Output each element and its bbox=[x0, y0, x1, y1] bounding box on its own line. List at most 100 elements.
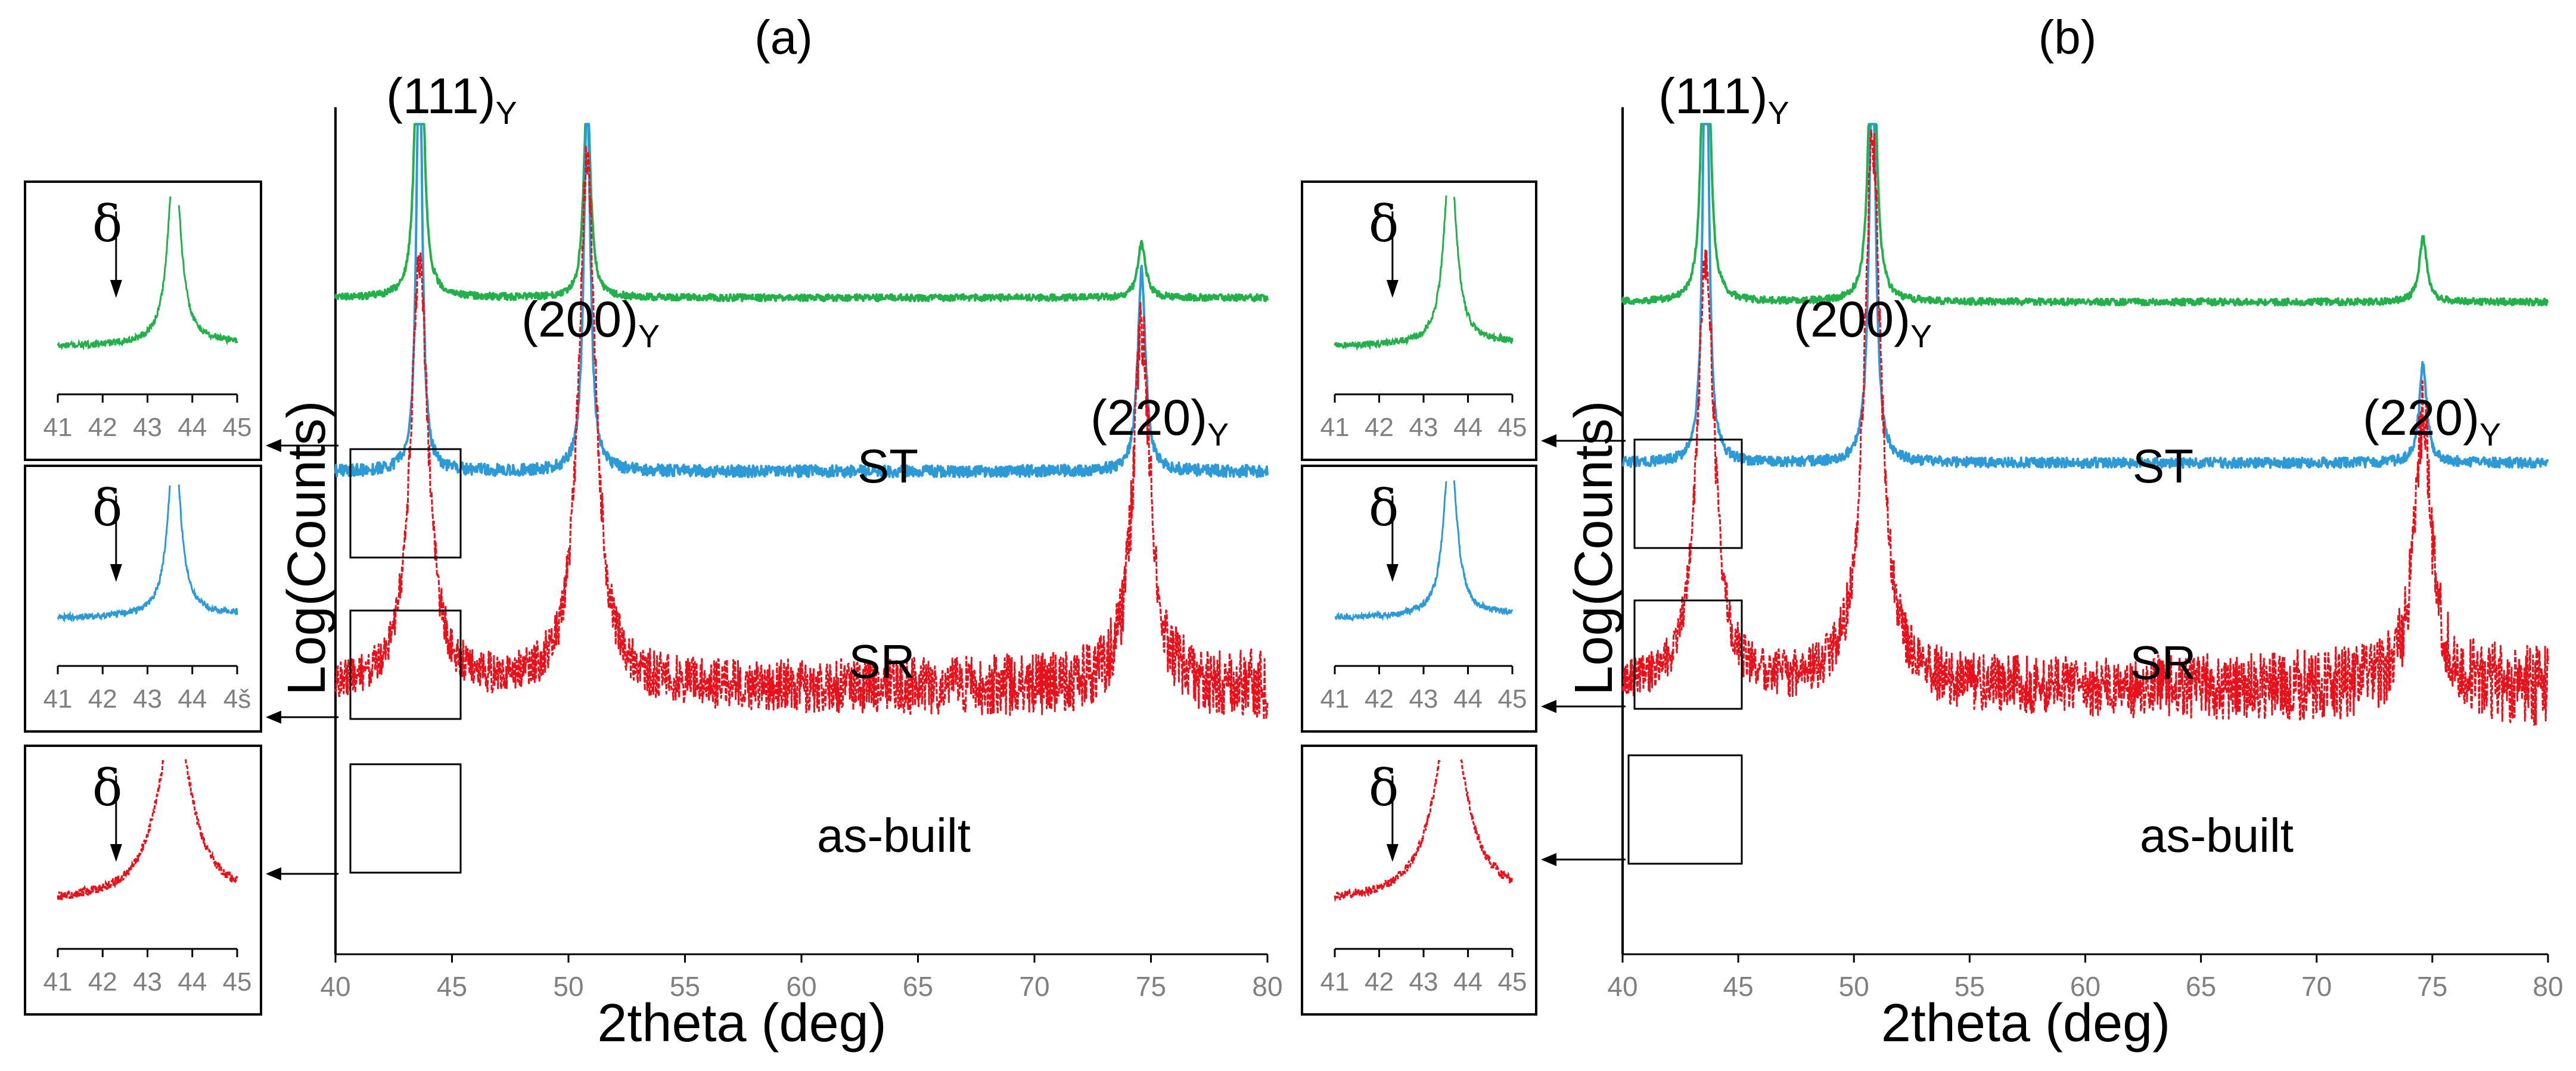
delta-label: δ bbox=[1369, 759, 1399, 817]
inset-trace-ST bbox=[1334, 195, 1514, 351]
inset-SR: 41 42 43 44 4š δ bbox=[24, 465, 338, 733]
y-axis-title: Log(Counts) bbox=[1564, 400, 1624, 695]
zoom-box bbox=[349, 763, 462, 874]
inset-tick-label: 43 bbox=[1409, 413, 1438, 442]
zoom-box bbox=[1627, 754, 1743, 865]
x-tick-label: 40 bbox=[1607, 971, 1637, 1002]
inset-tick-label: 41 bbox=[1320, 967, 1350, 997]
inset-tick-label: 43 bbox=[133, 684, 162, 714]
inset-tick-label: 44 bbox=[178, 967, 207, 997]
inset-tick-label: 42 bbox=[1365, 684, 1394, 714]
x-tick-label: 60 bbox=[786, 971, 816, 1002]
series-line-ST bbox=[334, 123, 1269, 303]
peak-label: (111)Y bbox=[386, 68, 517, 131]
x-tick-label: 65 bbox=[2186, 971, 2216, 1002]
delta-arrow-head bbox=[1386, 564, 1399, 582]
x-tick-label: 65 bbox=[903, 971, 933, 1002]
x-tick-label: 50 bbox=[1839, 971, 1869, 1002]
inset-frame bbox=[24, 465, 262, 733]
inset-tick-label: 44 bbox=[178, 413, 207, 442]
connector-arrow-head bbox=[1541, 700, 1556, 713]
x-axis-title: 2theta (deg) bbox=[597, 994, 886, 1053]
sample-label-ST: ST bbox=[857, 440, 918, 493]
inset-tick-label: 43 bbox=[133, 413, 162, 442]
sample-label-as-built: as-built bbox=[817, 809, 971, 862]
inset-tick-label: 45 bbox=[1498, 684, 1527, 714]
inset-tick-label: 45 bbox=[223, 967, 252, 997]
inset-tick-label: 43 bbox=[1409, 967, 1438, 997]
inset-tick-label: 42 bbox=[1365, 967, 1394, 997]
peak-label: (200)Y bbox=[521, 291, 660, 354]
x-tick-label: 80 bbox=[2533, 971, 2563, 1002]
inset-trace-as-built bbox=[57, 759, 238, 902]
x-axis-title: 2theta (deg) bbox=[1881, 994, 2170, 1053]
zoom-box bbox=[1633, 599, 1743, 710]
zoom-box bbox=[349, 448, 462, 559]
x-tick-label: 60 bbox=[2070, 971, 2100, 1002]
inset-tick-label: 44 bbox=[1453, 967, 1483, 997]
inset-tick-label: 45 bbox=[223, 413, 252, 442]
inset-frame bbox=[24, 180, 262, 461]
inset-frame bbox=[1301, 180, 1537, 461]
inset-tick-label: 42 bbox=[1365, 413, 1394, 442]
inset-trace-SR bbox=[57, 484, 238, 623]
inset-ST: 41 42 43 44 45 δ bbox=[24, 180, 338, 461]
delta-label: δ bbox=[1369, 479, 1399, 537]
delta-arrow-head bbox=[1386, 844, 1399, 862]
connector-arrow-head bbox=[1541, 434, 1556, 447]
inset-tick-label: 45 bbox=[1498, 413, 1527, 442]
peak-label: (111)Y bbox=[1658, 68, 1789, 131]
x-tick-label: 55 bbox=[1954, 971, 1985, 1002]
series-line-as-built bbox=[334, 145, 1269, 721]
inset-frame bbox=[1301, 745, 1537, 1016]
inset-tick-label: 42 bbox=[88, 684, 117, 714]
inset-trace-SR bbox=[1334, 480, 1514, 622]
inset-trace-as-built bbox=[1334, 759, 1514, 902]
series-line-as-built bbox=[1621, 129, 2549, 726]
delta-label: δ bbox=[1369, 195, 1399, 253]
x-tick-label: 45 bbox=[437, 971, 467, 1002]
connector-arrow-head bbox=[266, 711, 281, 724]
inset-tick-label: 41 bbox=[43, 684, 73, 714]
delta-arrow-head bbox=[1386, 280, 1399, 298]
delta-arrow-head bbox=[110, 564, 122, 582]
inset-tick-label: 41 bbox=[1320, 684, 1350, 714]
inset-tick-label: 42 bbox=[88, 413, 117, 442]
inset-frame bbox=[24, 745, 262, 1016]
panel-b: (b) 40 45 50 55 60 65 70 75 80 2theta (deg) Log(Cou… bbox=[1301, 11, 2563, 1053]
sample-label-as-built: as-built bbox=[2140, 809, 2294, 862]
connector-arrow-head bbox=[266, 867, 281, 880]
peak-label: (200)Y bbox=[1794, 291, 1932, 354]
zoom-box bbox=[349, 609, 462, 720]
inset-tick-label: 43 bbox=[133, 967, 162, 997]
inset-ST: 41 42 43 44 45 δ bbox=[1301, 180, 1626, 461]
delta-label: δ bbox=[92, 479, 123, 537]
peak-label: (220)Y bbox=[2363, 390, 2501, 453]
inset-as-built: 41 42 43 44 45 δ bbox=[1301, 745, 1626, 1016]
y-axis-title: Log(Counts) bbox=[277, 400, 337, 695]
connector-arrow-head bbox=[266, 439, 281, 452]
inset-tick-label: 44 bbox=[1453, 413, 1483, 442]
sample-label-ST: ST bbox=[2133, 440, 2193, 493]
sample-label-SR: SR bbox=[2130, 636, 2196, 689]
delta-label: δ bbox=[92, 759, 123, 817]
x-tick-label: 70 bbox=[2301, 971, 2332, 1002]
delta-arrow-head bbox=[110, 280, 122, 298]
x-tick-label: 80 bbox=[1252, 971, 1282, 1002]
sample-label-SR: SR bbox=[849, 635, 915, 688]
x-tick-label: 45 bbox=[1723, 971, 1754, 1002]
inset-tick-label: 41 bbox=[43, 413, 73, 442]
inset-tick-label: 42 bbox=[88, 967, 117, 997]
x-tick-label: 50 bbox=[553, 971, 583, 1002]
series-line-ST bbox=[1621, 123, 2549, 307]
inset-as-built: 41 42 43 44 45 δ bbox=[24, 745, 338, 1016]
inset-tick-label: 41 bbox=[1320, 413, 1350, 442]
inset-tick-label: 44 bbox=[1453, 684, 1483, 714]
x-tick-label: 55 bbox=[670, 971, 700, 1002]
x-tick-label: 70 bbox=[1019, 971, 1049, 1002]
series-line-SR bbox=[1621, 123, 2549, 469]
inset-tick-label: 45 bbox=[1498, 967, 1527, 997]
panel-label: (b) bbox=[2039, 11, 2097, 64]
zoom-box bbox=[1633, 438, 1743, 549]
delta-label: δ bbox=[92, 195, 123, 253]
